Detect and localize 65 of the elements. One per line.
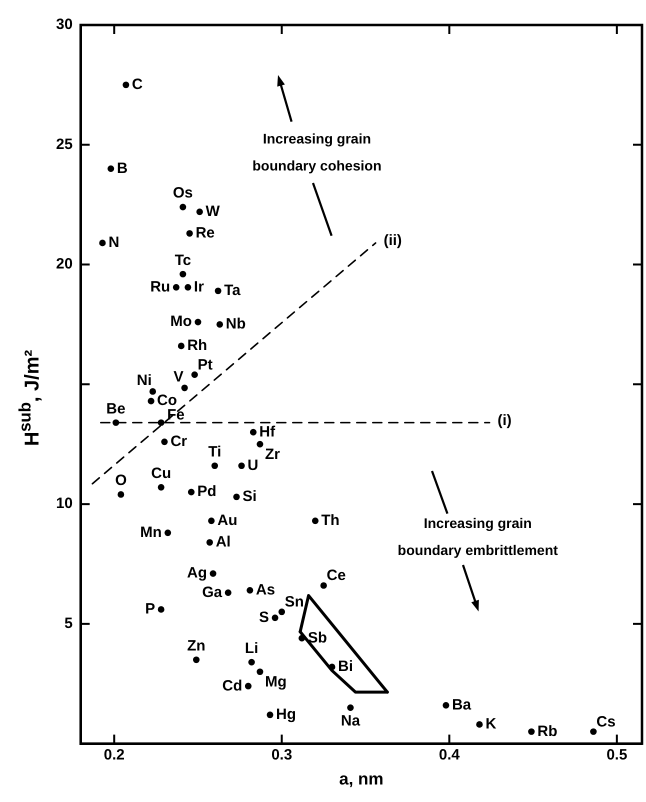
series-label: Ba — [452, 696, 472, 714]
series-label: Be — [106, 400, 126, 418]
series-label: Rb — [537, 722, 558, 740]
series-label: Sn — [284, 593, 304, 610]
series-label: Si — [242, 488, 257, 506]
series-label: U — [248, 456, 258, 474]
series-label: B — [116, 160, 128, 177]
series-label: Sb — [308, 629, 328, 646]
series-label: C — [132, 76, 143, 94]
series-label: Os — [172, 184, 193, 202]
series-label: Cu — [151, 464, 172, 482]
x-tick-label: 0.3 — [271, 746, 292, 764]
series-label: Tc — [174, 252, 192, 269]
series-label: Fe — [167, 406, 185, 424]
series-label: Ru — [150, 278, 170, 296]
x-tick-label: 0.2 — [104, 746, 125, 764]
series-label: Th — [321, 512, 340, 529]
series-label: Ag — [187, 564, 208, 582]
series-label: Ti — [208, 443, 222, 460]
y-tick-label: 20 — [56, 256, 73, 273]
annotation: Increasing grain boundary embrittlement — [398, 514, 558, 558]
series-label: W — [206, 202, 221, 220]
series-label: P — [145, 600, 156, 618]
series-label: Nb — [226, 316, 246, 333]
series-label: Mn — [140, 524, 162, 541]
series-label: N — [108, 234, 120, 252]
series-label: Hf — [259, 423, 276, 440]
series-label: Mg — [264, 673, 287, 690]
series-label: Pd — [197, 483, 216, 500]
series-label: Zn — [187, 637, 206, 654]
series-label: Li — [244, 640, 258, 657]
series-label: Na — [340, 712, 361, 730]
series-label: Ir — [194, 278, 204, 296]
series-label: Cd — [222, 677, 242, 694]
series-label: Pt — [198, 356, 213, 374]
series-label: Hg — [276, 706, 296, 723]
x-tick-label: 0.5 — [606, 746, 628, 764]
series-label: Co — [157, 392, 178, 410]
series-label: Cr — [170, 432, 188, 450]
series-label: V — [174, 368, 184, 386]
series-label: K — [485, 716, 496, 733]
series-label: O — [115, 472, 128, 490]
series-label: Bi — [338, 658, 354, 676]
y-tick-label: 10 — [56, 495, 73, 512]
x-tick-label: 0.4 — [438, 746, 460, 764]
y-tick-label: 25 — [56, 136, 73, 153]
series-label: Re — [196, 224, 215, 242]
series-label: Ta — [224, 282, 242, 300]
series-label: Au — [217, 512, 238, 529]
annotation: Increasing grain boundary cohesion — [252, 130, 382, 174]
series-label: Zr — [264, 446, 280, 463]
series-label: (i) — [498, 412, 512, 429]
series-label: (ii) — [384, 232, 402, 250]
series-label: Cs — [596, 713, 616, 730]
series-label: Rh — [187, 337, 208, 354]
series-label: Ga — [202, 584, 223, 601]
series-label: Ce — [326, 567, 346, 584]
y-tick-label: 30 — [56, 16, 73, 34]
series-label: Mo — [170, 313, 192, 330]
series-label: Al — [216, 534, 231, 551]
y-tick-label: 5 — [64, 614, 73, 632]
series-label: S — [259, 608, 270, 626]
series-label: As — [256, 581, 276, 598]
x-axis-title: a, nm — [339, 769, 384, 788]
series-label: Ni — [136, 372, 152, 390]
